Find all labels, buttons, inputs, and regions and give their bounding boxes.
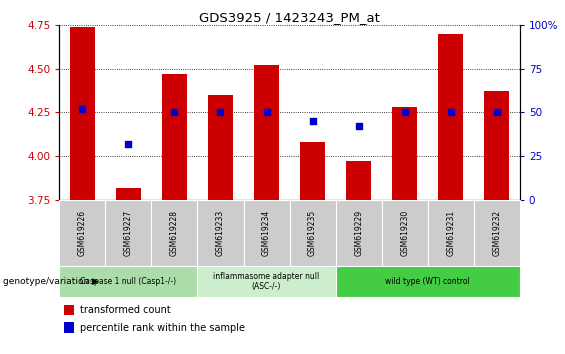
Bar [64, 304, 74, 315]
Point [124, 141, 133, 147]
Text: GSM619231: GSM619231 [446, 210, 455, 256]
Title: GDS3925 / 1423243_PM_at: GDS3925 / 1423243_PM_at [199, 11, 380, 24]
Point [354, 124, 363, 129]
Bar [484, 91, 510, 200]
Text: GSM619235: GSM619235 [308, 210, 317, 256]
Bar [198, 266, 336, 297]
Point [216, 110, 225, 115]
Text: genotype/variation ▶: genotype/variation ▶ [3, 277, 99, 286]
Bar [64, 322, 74, 333]
Bar [198, 200, 244, 266]
Bar [392, 107, 418, 200]
Bar [300, 142, 325, 200]
Text: GSM619230: GSM619230 [400, 210, 409, 256]
Bar [289, 200, 336, 266]
Text: GSM619234: GSM619234 [262, 210, 271, 256]
Point [170, 110, 179, 115]
Bar [69, 27, 95, 200]
Bar [59, 200, 105, 266]
Text: wild type (WT) control: wild type (WT) control [385, 277, 470, 286]
Text: inflammasome adapter null
(ASC-/-): inflammasome adapter null (ASC-/-) [214, 272, 320, 291]
Text: GSM619229: GSM619229 [354, 210, 363, 256]
Point [446, 110, 455, 115]
Point [78, 106, 87, 112]
Bar [244, 200, 289, 266]
Text: Caspase 1 null (Casp1-/-): Caspase 1 null (Casp1-/-) [80, 277, 176, 286]
Bar [151, 200, 197, 266]
Point [492, 110, 501, 115]
Bar [438, 34, 463, 200]
Text: percentile rank within the sample: percentile rank within the sample [80, 323, 245, 333]
Text: transformed count: transformed count [80, 305, 171, 315]
Bar [473, 200, 520, 266]
Text: GSM619227: GSM619227 [124, 210, 133, 256]
Bar [336, 266, 520, 297]
Text: GSM619233: GSM619233 [216, 210, 225, 256]
Text: GSM619232: GSM619232 [492, 210, 501, 256]
Bar [59, 266, 197, 297]
Bar [162, 74, 187, 200]
Bar [336, 200, 382, 266]
Bar [105, 200, 151, 266]
Text: GSM619228: GSM619228 [170, 210, 179, 256]
Point [400, 110, 409, 115]
Bar [254, 65, 279, 200]
Bar [116, 188, 141, 200]
Bar [208, 95, 233, 200]
Point [308, 118, 317, 124]
Bar [382, 200, 428, 266]
Point [262, 110, 271, 115]
Text: GSM619226: GSM619226 [78, 210, 87, 256]
Bar [428, 200, 473, 266]
Bar [346, 161, 371, 200]
